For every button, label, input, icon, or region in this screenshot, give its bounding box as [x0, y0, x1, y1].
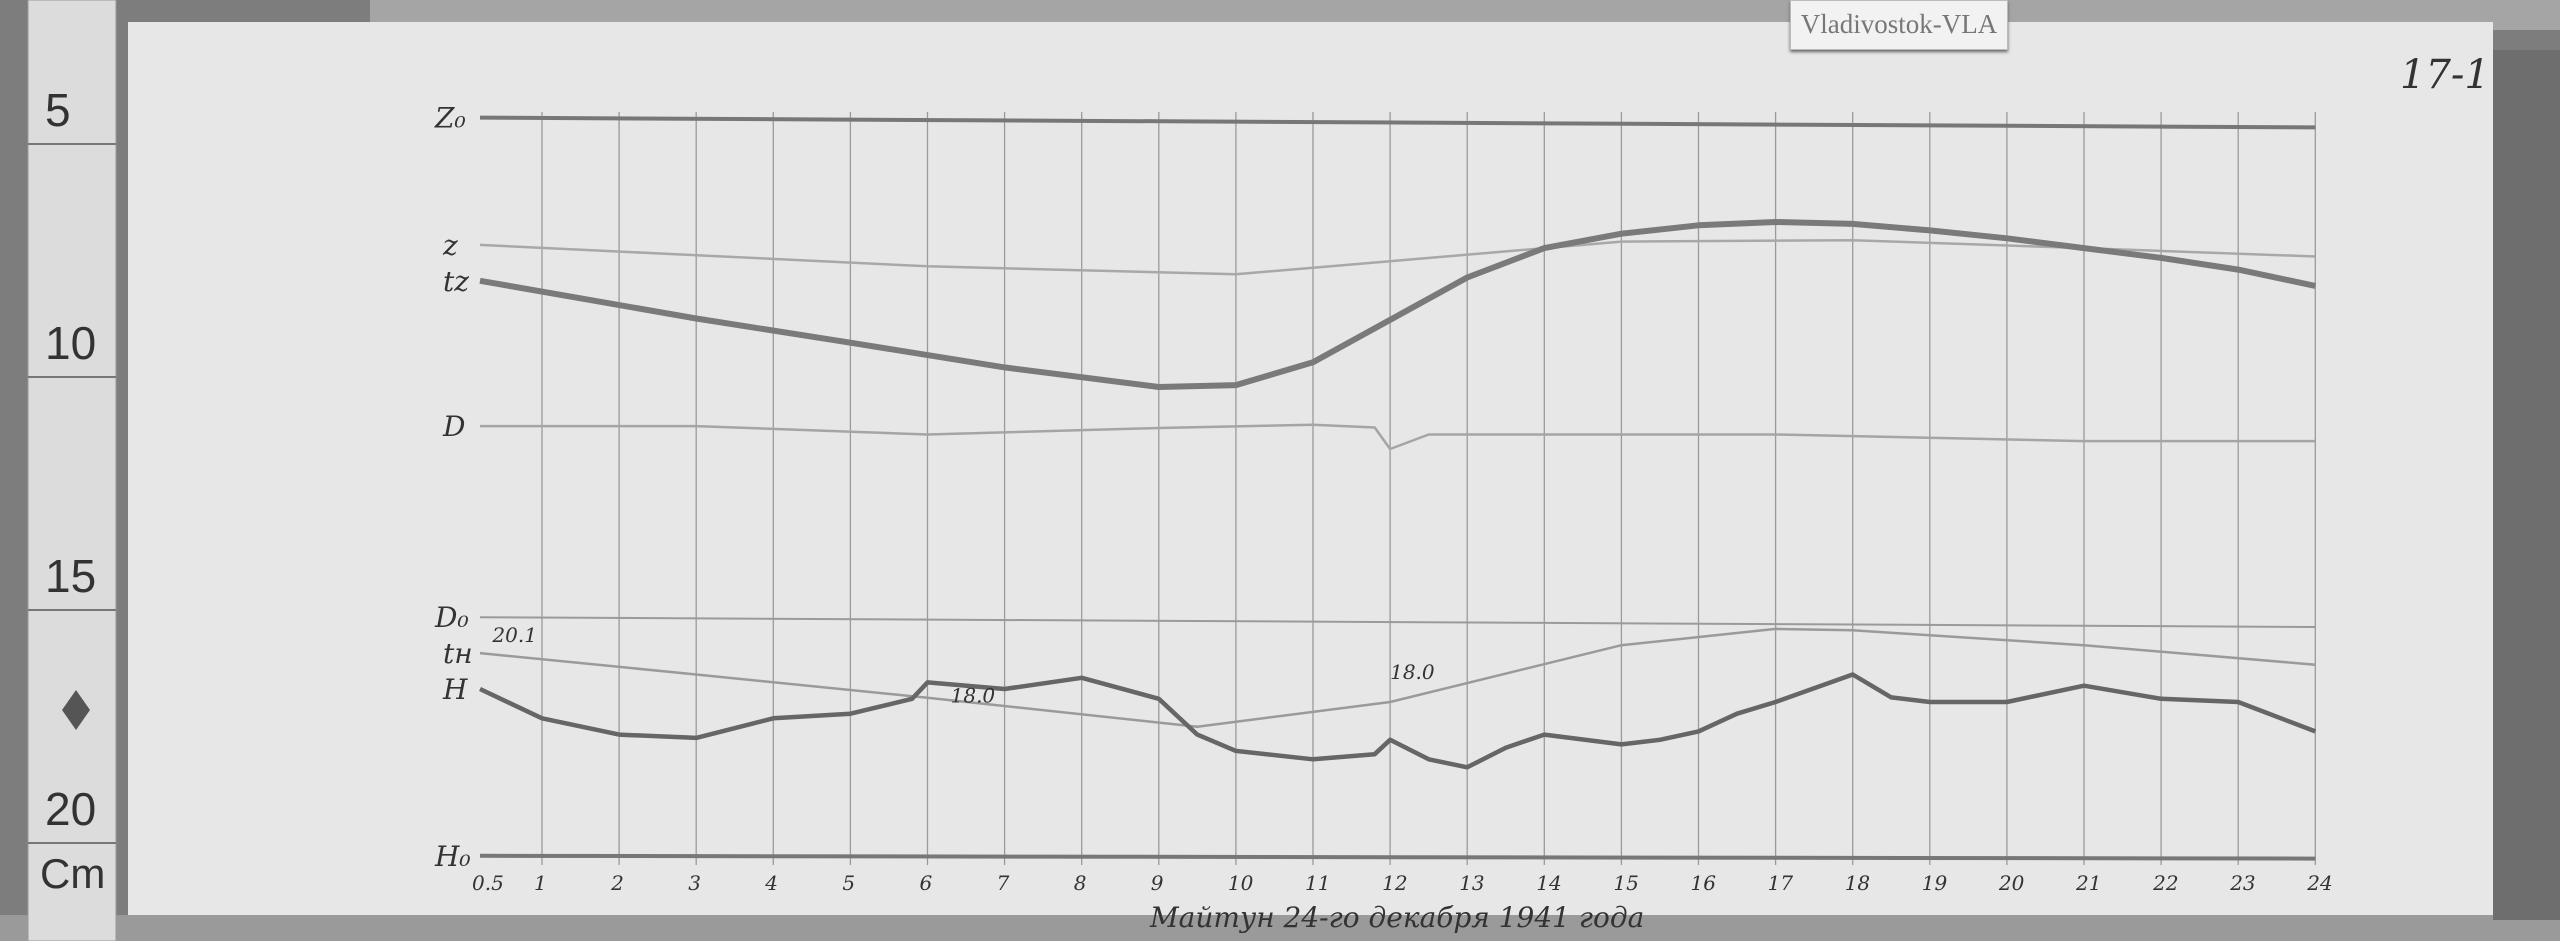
x-tick-label: 8 — [1074, 871, 1087, 895]
annotation-label: 18.0 — [951, 683, 996, 707]
ruler-label: 20 — [45, 783, 96, 835]
x-tick-label: 10 — [1228, 871, 1254, 895]
annotation-label: 18.0 — [1390, 660, 1435, 684]
baseline-line — [479, 853, 2316, 861]
x-tick-label: 5 — [842, 871, 855, 895]
x-tick-label: 4 — [764, 871, 778, 895]
baseline-label: Z₀ — [434, 102, 466, 135]
x-tick-label: 23 — [2229, 871, 2255, 895]
ruler-unit: Cm — [40, 850, 105, 897]
x-tick-label: 3 — [688, 871, 701, 895]
x-tick-label: 13 — [1459, 871, 1484, 895]
series-label: z — [442, 229, 458, 262]
x-tick-label: 19 — [1922, 871, 1948, 895]
chart: 0.5 1 2 3 4 5 6 7 8 9 10 11 12 13 14 15 16 17 18 19 20 21 22 23… — [434, 102, 2333, 895]
x-tick-label: 17 — [1768, 871, 1794, 895]
series-label: tz — [443, 265, 469, 298]
x-tick-label: 1 — [534, 871, 547, 895]
x-tick-label: 0.5 — [472, 871, 504, 895]
series-line-tн — [479, 627, 2316, 728]
baseline-line — [479, 115, 2316, 130]
x-tick-label: 20 — [1998, 871, 2025, 895]
ruler-marker-icon — [62, 690, 90, 730]
baseline-label: H₀ — [434, 840, 471, 873]
x-tick-label: 2 — [610, 871, 624, 895]
x-tick-label: 11 — [1305, 871, 1330, 895]
series-line-D — [480, 423, 2316, 451]
chart-caption: Майтун 24-го декабря 1941 года — [1149, 901, 1644, 934]
right-edge — [2493, 50, 2560, 920]
x-tick-label: 24 — [2306, 871, 2332, 895]
x-tick-label: 16 — [1691, 871, 1717, 895]
x-tick-label: 21 — [2075, 871, 2101, 895]
ruler-marks: 5 10 15 20 Cm — [28, 84, 116, 897]
x-tick-label: 6 — [920, 871, 933, 895]
x-tick-label: 15 — [1613, 871, 1638, 895]
paper-sheet — [128, 22, 2493, 920]
bottom-strip — [0, 915, 2560, 941]
baseline-line — [479, 616, 2316, 628]
x-tick-label: 12 — [1382, 871, 1407, 895]
series-label: H — [442, 673, 468, 706]
sheet-number: 17-1 — [2400, 52, 2490, 98]
series-line-H — [479, 672, 2317, 770]
x-tick-label: 18 — [1845, 871, 1870, 895]
series-label: tн — [443, 637, 473, 670]
series-label: D — [442, 410, 465, 443]
series-line-tz — [479, 219, 2316, 390]
x-tick-label: 14 — [1536, 871, 1561, 895]
x-tick-label: 7 — [997, 871, 1010, 895]
series-line-z — [479, 238, 2316, 276]
ruler — [27, 0, 117, 941]
ruler-label: 15 — [45, 550, 96, 602]
x-tick-label: 22 — [2152, 871, 2178, 895]
ruler-label: 10 — [45, 317, 96, 369]
ruler-label: 5 — [45, 84, 71, 136]
x-tick-label: 9 — [1151, 871, 1164, 895]
station-label: Vladivostok-VLA — [1790, 0, 2008, 50]
baseline-label: D₀ — [434, 601, 469, 634]
annotation-label: 20.1 — [491, 623, 537, 647]
